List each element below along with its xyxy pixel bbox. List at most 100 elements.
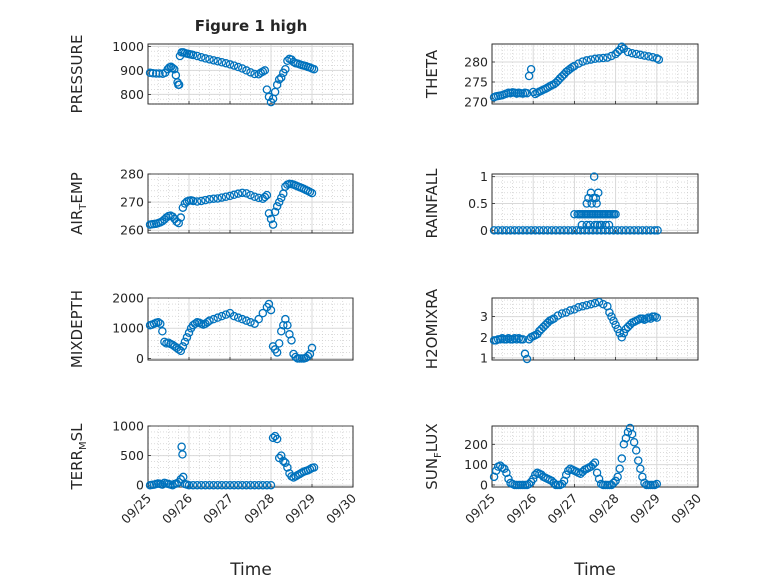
- data-point: [250, 480, 259, 490]
- data-point: [266, 480, 276, 490]
- data-point: [221, 480, 231, 490]
- data-point: [242, 480, 251, 490]
- data-point: [303, 351, 313, 361]
- x-axis-label-left: Time: [229, 560, 272, 580]
- data-point: [246, 190, 255, 200]
- data-point: [646, 314, 655, 323]
- y-tick-label: 270: [464, 95, 488, 110]
- data-point: [638, 226, 647, 235]
- data-point: [634, 226, 643, 235]
- data-point: [168, 212, 177, 221]
- series-markers: [489, 297, 662, 364]
- data-point: [174, 218, 183, 228]
- data-point: [644, 52, 653, 61]
- series-markers: [489, 423, 662, 490]
- data-point: [588, 460, 598, 469]
- data-point: [629, 226, 639, 235]
- data-point: [654, 55, 664, 64]
- y-axis-label: PRESSURE: [68, 35, 86, 114]
- data-point: [634, 456, 643, 465]
- data-point: [574, 59, 583, 68]
- grid: [148, 425, 353, 487]
- data-point: [180, 337, 190, 347]
- y-tick-label: 800: [120, 87, 144, 102]
- x-tick-label: 09/28: [241, 490, 277, 526]
- data-point: [260, 66, 270, 75]
- data-point: [262, 480, 272, 490]
- y-tick-label: 1000: [112, 321, 144, 336]
- data-point: [607, 312, 616, 321]
- data-point: [272, 202, 282, 211]
- data-point: [518, 335, 528, 344]
- data-point: [587, 199, 596, 208]
- y-tick-label: 260: [120, 223, 144, 238]
- data-point: [611, 320, 620, 330]
- y-axis-label: THETA: [423, 49, 441, 99]
- y-tick-label: 0: [480, 223, 488, 238]
- data-point: [582, 220, 592, 230]
- axes-frame: [491, 43, 699, 105]
- data-point: [266, 214, 276, 224]
- data-point: [276, 73, 286, 82]
- data-point: [578, 302, 587, 311]
- y-tick-label: 0: [136, 478, 144, 493]
- data-point: [225, 191, 235, 201]
- data-point: [262, 190, 272, 200]
- data-point: [201, 195, 210, 205]
- y-tick-label: 280: [120, 167, 144, 182]
- data-point: [169, 64, 179, 74]
- data-point: [176, 346, 186, 356]
- data-point: [535, 226, 544, 235]
- data-point: [283, 56, 292, 66]
- data-point: [615, 464, 624, 473]
- y-axis-label: MIXDEPTH: [68, 290, 86, 368]
- data-point: [611, 476, 620, 486]
- y-tick-label: 100: [464, 457, 488, 472]
- data-point: [570, 305, 579, 314]
- y-tick-label: 900: [120, 63, 144, 78]
- grid: [492, 44, 698, 104]
- data-point: [233, 62, 243, 72]
- axes-frame: [491, 425, 699, 488]
- data-point: [156, 319, 165, 328]
- data-point: [510, 226, 519, 235]
- data-point: [522, 226, 532, 235]
- data-point: [246, 68, 255, 77]
- data-point: [617, 333, 627, 342]
- data-point: [272, 434, 282, 444]
- data-point: [594, 474, 604, 484]
- data-point: [520, 349, 530, 359]
- data-point: [279, 456, 288, 466]
- data-point: [155, 69, 164, 78]
- y-tick-label: 2: [480, 330, 488, 345]
- data-point: [559, 226, 569, 235]
- data-point: [543, 226, 552, 235]
- data-point: [258, 308, 268, 318]
- data-point: [582, 300, 592, 310]
- data-point: [254, 193, 263, 203]
- data-point: [268, 433, 278, 443]
- axes-frame: [147, 43, 354, 105]
- data-point: [233, 189, 243, 198]
- data-point: [233, 313, 243, 322]
- data-point: [213, 313, 222, 322]
- data-point: [613, 226, 622, 235]
- data-point: [188, 480, 198, 490]
- data-point: [242, 316, 251, 325]
- data-point: [557, 309, 567, 318]
- data-point: [217, 311, 227, 321]
- data-point: [590, 54, 600, 64]
- data-point: [631, 49, 641, 59]
- x-tick-label: 09/30: [668, 490, 704, 526]
- grid: [492, 174, 698, 233]
- data-point: [577, 220, 587, 230]
- y-tick-label: 3: [480, 309, 488, 324]
- y-tick-label: 2000: [112, 291, 144, 306]
- x-tick-label: 09/27: [544, 491, 580, 527]
- data-point: [570, 61, 579, 71]
- data-point: [281, 458, 290, 467]
- y-tick-label: 275: [464, 75, 488, 90]
- data-point: [188, 196, 198, 206]
- data-point: [209, 194, 218, 203]
- data-point: [242, 189, 251, 198]
